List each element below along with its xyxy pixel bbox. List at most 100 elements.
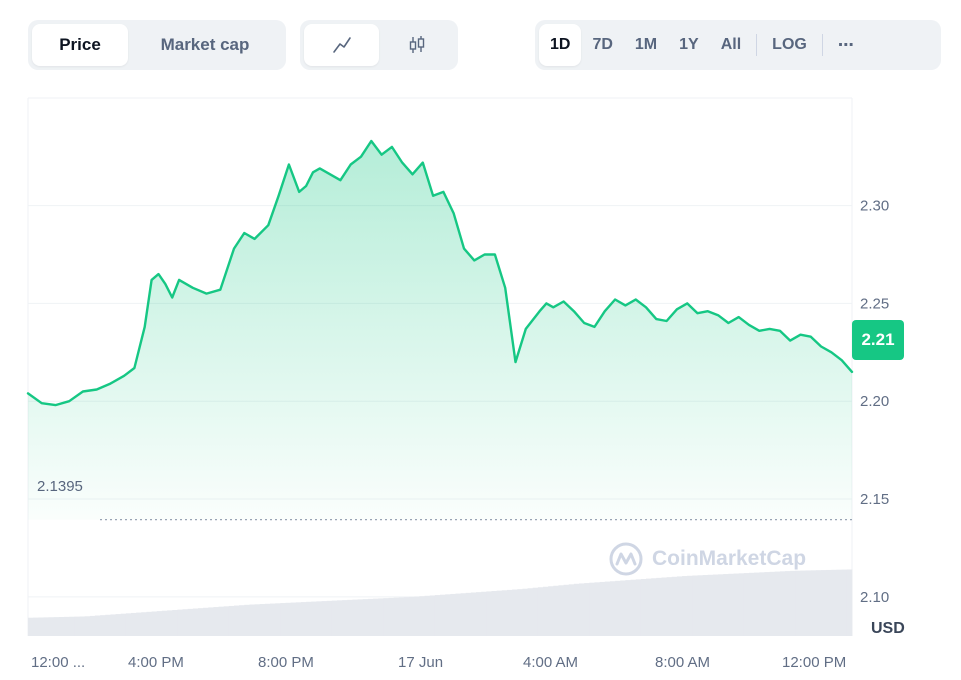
tab-market-cap[interactable]: Market cap — [160, 35, 250, 54]
volume-bar — [563, 584, 570, 636]
volume-bar — [512, 589, 518, 636]
volume-bar — [543, 586, 549, 636]
volume-bar — [465, 592, 472, 636]
volume-bar — [630, 579, 637, 636]
volume-bar — [146, 611, 152, 636]
volume-bar — [687, 575, 693, 636]
volume-bar — [769, 571, 776, 636]
volume-bar — [743, 573, 750, 636]
volume-bar — [527, 588, 534, 636]
volume-bar — [187, 608, 194, 636]
range-1y-button[interactable]: 1Y — [679, 36, 699, 53]
volume-bar — [609, 581, 616, 636]
y-tick-label: 2.25 — [860, 295, 889, 312]
divider — [756, 34, 758, 56]
volume-bar — [234, 605, 240, 636]
volume-bar — [702, 575, 709, 636]
volume-bar — [506, 589, 513, 636]
volume-bar — [532, 587, 539, 636]
volume-bar — [84, 616, 91, 636]
volume-bar — [208, 607, 214, 636]
candlestick-icon — [409, 36, 424, 53]
volume-bar — [815, 570, 822, 636]
log-scale-button[interactable]: LOG — [772, 36, 807, 53]
range-1d-button[interactable]: 1D — [539, 24, 582, 66]
volume-bar — [161, 610, 168, 636]
volume-bar — [213, 607, 219, 636]
metric-toggle: Price Market cap — [28, 20, 286, 70]
volume-bar — [707, 574, 714, 636]
tab-price[interactable]: Price — [32, 24, 128, 66]
volume-bar — [697, 575, 704, 636]
volume-bar — [33, 617, 39, 636]
volume-bar — [774, 571, 781, 636]
volume-bar — [100, 615, 106, 636]
volume-bar — [682, 576, 688, 636]
volume-bar — [306, 601, 312, 636]
volume-bar — [151, 611, 158, 636]
volume-bar — [635, 579, 642, 636]
time-range-toggle: 1D 7D 1M 1Y All LOG ⋯ — [535, 20, 941, 70]
range-all-button[interactable]: All — [720, 36, 742, 53]
volume-bar — [790, 570, 796, 636]
volume-bar — [275, 603, 281, 636]
divider — [821, 34, 823, 56]
volume-bar — [481, 591, 487, 636]
volume-bar — [131, 612, 137, 636]
range-1m-button[interactable]: 1M — [634, 36, 658, 53]
volume-bar — [69, 616, 75, 636]
volume-bar — [177, 609, 183, 636]
volume-bar — [388, 597, 395, 636]
volume-bar — [58, 616, 65, 636]
x-tick-label: 8:00 PM — [258, 654, 314, 671]
volume-bar — [553, 585, 559, 636]
currency-label: USD — [871, 620, 905, 637]
volume-bar — [300, 602, 307, 636]
volume-bar — [79, 616, 86, 636]
volume-bar — [486, 591, 492, 636]
volume-bar — [105, 614, 111, 636]
volume-bar — [347, 599, 353, 636]
volume-bar — [125, 613, 132, 636]
volume-bar — [264, 603, 271, 636]
volume-bar — [239, 605, 245, 636]
volume-bar — [810, 570, 817, 636]
candlestick-button[interactable] — [379, 24, 454, 66]
volume-bar — [445, 594, 451, 636]
more-options-button[interactable]: ⋯ — [837, 37, 854, 54]
line-chart-button[interactable] — [304, 24, 379, 66]
volume-bar — [357, 599, 364, 636]
volume-bar — [584, 583, 590, 636]
volume-bar — [326, 600, 333, 636]
volume-bar — [424, 595, 431, 636]
reference-price-label: 2.1395 — [37, 478, 83, 495]
volume-bar — [831, 569, 837, 636]
volume-bar — [311, 601, 317, 636]
volume-bar — [573, 583, 580, 636]
volume-bar — [779, 571, 786, 636]
volume-bar — [589, 582, 595, 636]
volume-bar — [38, 617, 44, 636]
volume-bars — [28, 569, 853, 636]
volume-bar — [764, 572, 770, 636]
volume-bar — [558, 585, 564, 636]
volume-bar — [156, 611, 163, 636]
volume-bar — [491, 591, 498, 636]
volume-bar — [738, 573, 745, 636]
volume-bar — [671, 576, 678, 636]
volume-bar — [218, 606, 225, 636]
x-tick-label: 4:00 AM — [523, 654, 578, 671]
x-tick-label: 8:00 AM — [655, 654, 710, 671]
volume-bar — [440, 594, 446, 636]
volume-bar — [548, 586, 554, 636]
volume-bar — [409, 596, 415, 636]
volume-bar — [172, 609, 178, 636]
volume-bar — [666, 577, 673, 636]
volume-bar — [115, 614, 122, 636]
x-tick-label: 4:00 PM — [128, 654, 184, 671]
volume-bar — [470, 592, 477, 636]
volume-bar — [89, 615, 96, 636]
volume-bar — [821, 570, 827, 636]
range-7d-button[interactable]: 7D — [592, 36, 613, 53]
